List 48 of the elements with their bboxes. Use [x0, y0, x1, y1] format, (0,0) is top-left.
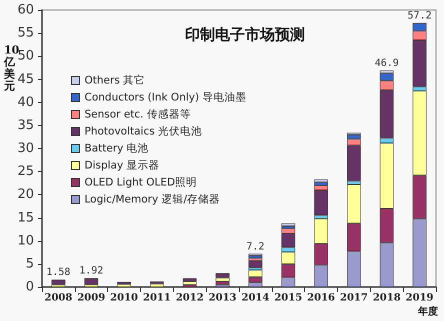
y-tick-label: 45 — [17, 72, 34, 87]
bar — [216, 273, 230, 278]
y-tick-label: 0 — [26, 280, 34, 294]
x-tick-label: 2009 — [77, 292, 106, 304]
y-tick-label: 35 — [17, 118, 34, 133]
bar — [248, 260, 262, 268]
legend-label: Battery 电池 — [84, 142, 149, 154]
bar — [314, 179, 328, 182]
legend-label: Photovoltaics 光伏电池 — [84, 124, 202, 138]
x-tick-label: 2015 — [274, 292, 302, 304]
x-tick-label: 2012 — [176, 292, 204, 304]
legend-label: OLED Light OLED照明 — [84, 176, 198, 188]
y-tick-label: 40 — [17, 94, 34, 110]
text: 印制电子市场预测 — [185, 26, 305, 44]
x-tick-label: 2013 — [208, 292, 237, 304]
bar — [182, 281, 197, 285]
y-tick-label: 5 — [26, 256, 34, 272]
y-tick-label: 15 — [17, 210, 34, 226]
legend-label: Conductors (Ink Only) 导电油墨 — [84, 90, 246, 104]
x-tick-label: 2011 — [142, 292, 171, 304]
total-label: 46.9 — [374, 58, 399, 69]
total-label: 1.58 — [46, 267, 70, 278]
y-tick-label: 20 — [17, 187, 34, 202]
total-label: 1.92 — [79, 266, 104, 277]
x-tick-label: 2016 — [307, 292, 336, 304]
x-tick-label: 2018 — [372, 292, 401, 304]
total-label: 57.2 — [408, 10, 432, 22]
total-label: 7.2 — [246, 241, 264, 252]
y-tick-label: 10 — [17, 233, 34, 248]
bar — [281, 223, 296, 226]
y-tick-label: 25 — [17, 164, 34, 180]
bar — [52, 280, 66, 285]
x-tick-label: 2008 — [44, 292, 72, 304]
bar — [216, 281, 230, 285]
x-tick-label: 2019 — [406, 292, 434, 304]
y-tick-label: 60 — [17, 2, 34, 18]
legend-label: Others 其它 — [84, 74, 146, 86]
x-tick-label: 2010 — [110, 292, 138, 304]
bar — [84, 278, 98, 285]
y-tick-label: 55 — [17, 26, 34, 41]
legend-label: Sensor etc. 传感器等 — [84, 108, 191, 120]
x-tick-label: 2017 — [340, 292, 368, 304]
y-tick-label: 30 — [17, 141, 34, 156]
bar — [182, 278, 197, 282]
legend-label: Logic/Memory 逻辑/存储器 — [84, 192, 220, 206]
x-axis-title: 年度 — [417, 306, 438, 318]
legend-label: Display 显示器 — [84, 160, 160, 172]
x-tick-label: 2014 — [241, 292, 270, 304]
